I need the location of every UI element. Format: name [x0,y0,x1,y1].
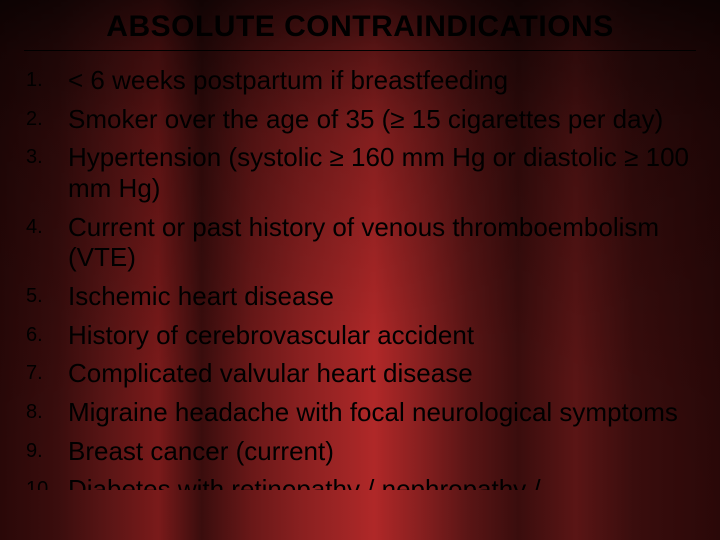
list-text: Ischemic heart disease [68,281,696,312]
list-number: 10. [24,474,68,490]
list-item: 6. History of cerebrovascular accident [24,320,696,351]
list-text: Breast cancer (current) [68,436,696,467]
list-number: 3. [24,142,68,173]
list-text: Smoker over the age of 35 (≥ 15 cigarett… [68,104,696,135]
list-text: Migraine headache with focal neurologica… [68,397,696,428]
list-number: 6. [24,320,68,351]
list-number: 7. [24,358,68,389]
list-number: 5. [24,281,68,312]
list-item: 4. Current or past history of venous thr… [24,212,696,273]
list-number: 1. [24,65,68,96]
list-text: Current or past history of venous thromb… [68,212,696,273]
contraindication-list: 1. < 6 weeks postpartum if breastfeeding… [24,65,696,490]
list-item: 3. Hypertension (systolic ≥ 160 mm Hg or… [24,142,696,203]
list-item: 9. Breast cancer (current) [24,436,696,467]
slide: ABSOLUTE CONTRAINDICATIONS 1. < 6 weeks … [0,0,720,540]
list-item: 5. Ischemic heart disease [24,281,696,312]
list-text: History of cerebrovascular accident [68,320,696,351]
list-number: 2. [24,104,68,135]
list-number: 9. [24,436,68,467]
list-item-partial: 10. Diabetes with retinopathy / nephropa… [24,474,696,490]
list-item: 2. Smoker over the age of 35 (≥ 15 cigar… [24,104,696,135]
list-text: Hypertension (systolic ≥ 160 mm Hg or di… [68,142,696,203]
slide-title: ABSOLUTE CONTRAINDICATIONS [24,10,696,51]
list-text: < 6 weeks postpartum if breastfeeding [68,65,696,96]
list-item: 8. Migraine headache with focal neurolog… [24,397,696,428]
list-text: Complicated valvular heart disease [68,358,696,389]
list-text: Diabetes with retinopathy / nephropathy … [68,474,696,490]
list-number: 4. [24,212,68,243]
list-item: 7. Complicated valvular heart disease [24,358,696,389]
list-item: 1. < 6 weeks postpartum if breastfeeding [24,65,696,96]
list-number: 8. [24,397,68,428]
